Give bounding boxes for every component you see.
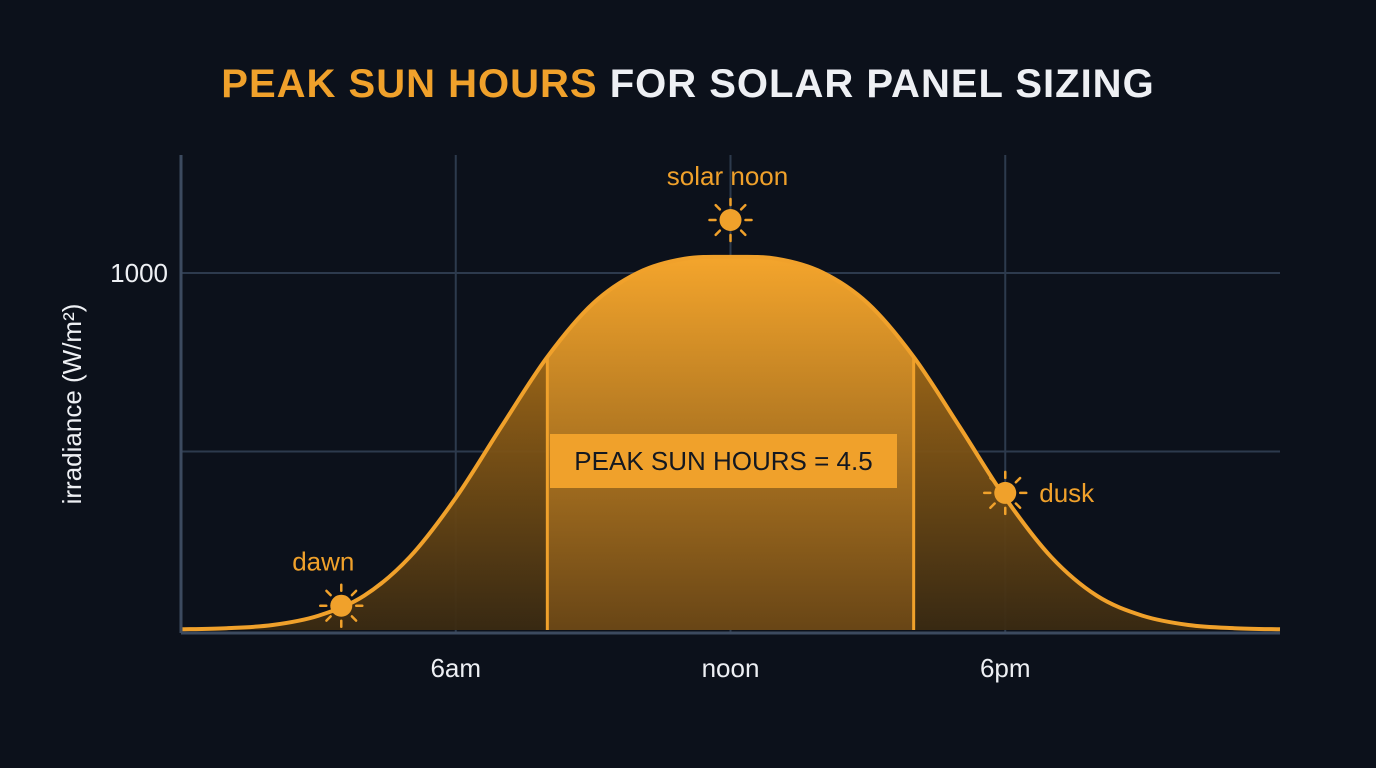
chart-title: PEAK SUN HOURS FOR SOLAR PANEL SIZING: [0, 62, 1376, 107]
sun-icon-noon: [708, 197, 753, 243]
sun-icon-dawn: [319, 583, 364, 628]
irradiance-curve: [180, 254, 1281, 632]
x-tick-label-0: 6am: [430, 653, 481, 683]
x-tick-label-2: 6pm: [980, 653, 1031, 683]
annotation-dusk: dusk: [1039, 478, 1095, 508]
annotation-solar-noon: solar noon: [667, 161, 788, 191]
callout-text: PEAK SUN HOURS = 4.5: [574, 446, 872, 476]
callout-box: [550, 434, 897, 488]
y-tick-label-0: 1000: [110, 258, 168, 288]
sun-icon-dusk: [983, 470, 1028, 516]
y-axis-label: irradiance (W/m²): [57, 304, 87, 505]
title-highlight: PEAK SUN HOURS: [221, 62, 598, 106]
annotation-dawn: dawn: [292, 547, 354, 577]
x-tick-label-1: noon: [702, 653, 760, 683]
title-rest: FOR SOLAR PANEL SIZING: [609, 62, 1155, 106]
